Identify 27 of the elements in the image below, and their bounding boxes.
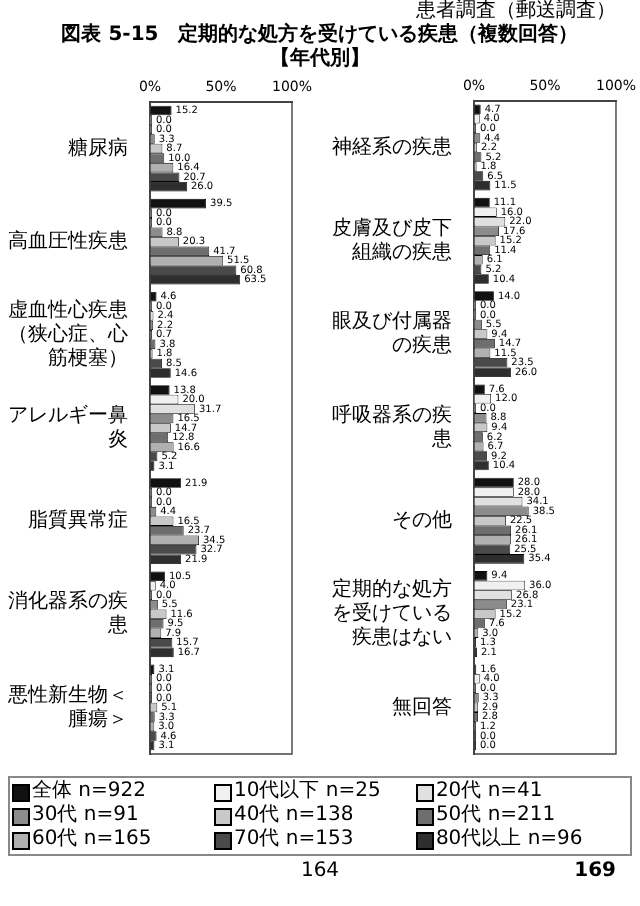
legend-label: 50代 n=211 [435, 804, 556, 827]
legend-label: 80代以上 n=96 [435, 828, 583, 852]
legend-label: 70代 n=153 [233, 828, 354, 852]
legend-label: 全体 n=922 [32, 780, 146, 804]
chart-title: 図表 5-15 定期的な処方を受けている疾患（複数回答） [59, 24, 581, 47]
y-tick-label: 定期的な処方を受けている疾患はない [332, 577, 452, 650]
y-tick-label: 皮膚及び皮下組織の疾患 [332, 215, 452, 264]
text: 164 [300, 860, 340, 882]
y-tick-label: その他 [392, 507, 452, 532]
y-tick-label: 脂質異常症 [28, 508, 128, 533]
y-tick-label: 虚血性心疾患（狭心症、心筋梗塞） [8, 298, 128, 371]
y-tick-label: 無回答 [392, 694, 452, 719]
chart-subtitle: 【年代別】 [268, 48, 372, 72]
text: 169 [574, 860, 616, 884]
legend-label: 40代 n=138 [233, 804, 354, 828]
y-tick-label: 高血圧性疾患 [8, 228, 128, 253]
legend-label: 30代 n=91 [32, 804, 139, 828]
y-tick-label: 糖尿病 [68, 135, 128, 160]
y-tick-label: 眼及び付属器の疾患 [332, 311, 452, 358]
legend-label: 60代 n=165 [32, 828, 152, 852]
y-tick-label: 悪性新生物＜腫瘍＞ [6, 682, 128, 731]
y-tick-label: 消化器系の疾患 [8, 589, 128, 638]
legend-label: 10代以下 n=25 [233, 780, 381, 804]
y-tick-label: 神経系の疾患 [332, 134, 452, 159]
legend-label: 20代 n=41 [435, 780, 543, 804]
y-tick-label: アレルギー鼻炎 [8, 403, 128, 452]
y-tick-label: 呼吸器系の疾患 [332, 402, 452, 451]
